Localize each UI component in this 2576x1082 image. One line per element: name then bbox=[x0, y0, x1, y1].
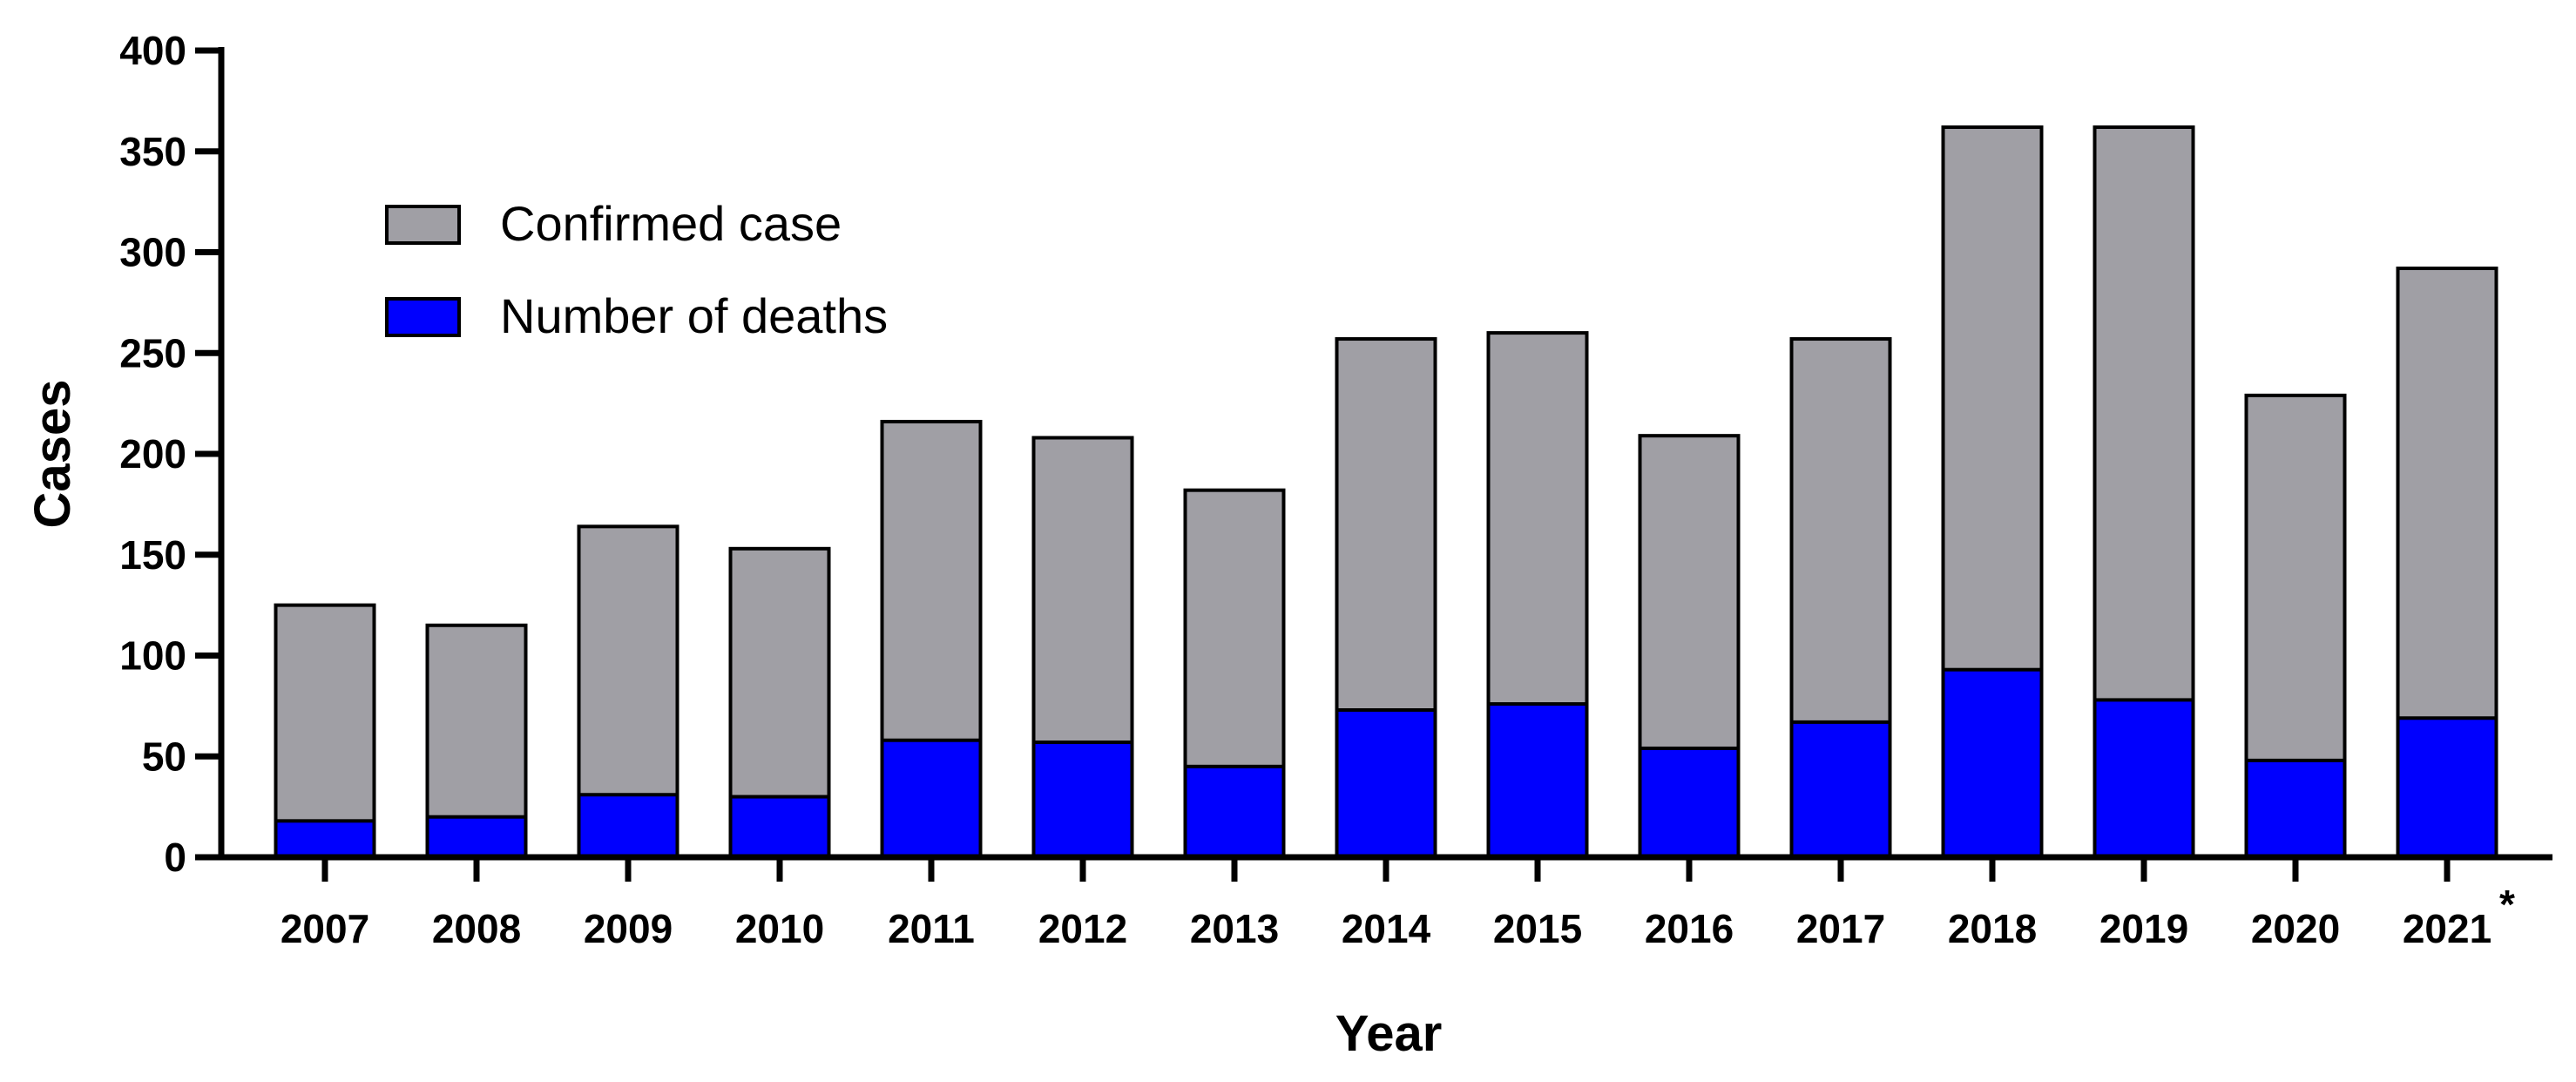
bar-deaths-2013 bbox=[1183, 764, 1286, 860]
bars-layer bbox=[274, 125, 2498, 860]
bar-deaths-2017 bbox=[1789, 720, 1892, 860]
x-tick-label-2011: 2011 bbox=[888, 906, 975, 951]
bar-deaths-2010 bbox=[728, 795, 831, 859]
bar-deaths-2011 bbox=[880, 738, 983, 859]
x-tick-label-2009: 2009 bbox=[584, 906, 673, 951]
x-tick-label-2019: 2019 bbox=[2099, 906, 2188, 951]
x-tick-label-2014: 2014 bbox=[1342, 906, 1431, 951]
x-tick-label-2016: 2016 bbox=[1645, 906, 1734, 951]
bar-confirmed-2007 bbox=[274, 603, 376, 859]
axes-layer: 0 50 100 150 200 250 300 350 400 2007 2008 2009 2010… bbox=[119, 28, 2552, 951]
legend: Confirmed case Number of deaths bbox=[385, 196, 888, 343]
x-axis-title: Year bbox=[1335, 1005, 1443, 1062]
x-tick-label-2012: 2012 bbox=[1038, 906, 1127, 951]
x-tick-label-2007: 2007 bbox=[281, 906, 369, 951]
bar-deaths-2008 bbox=[425, 815, 528, 860]
y-tick-label-100: 100 bbox=[119, 633, 186, 679]
bar-deaths-2020 bbox=[2244, 758, 2347, 860]
bar-deaths-2018 bbox=[1941, 667, 2044, 860]
bar-deaths-2014 bbox=[1335, 708, 1437, 859]
y-tick-label-250: 250 bbox=[119, 330, 186, 375]
x-tick-label-2018: 2018 bbox=[1948, 906, 2037, 951]
y-tick-label-200: 200 bbox=[119, 431, 186, 477]
x-tick-label-2010: 2010 bbox=[735, 906, 824, 951]
y-tick-label-350: 350 bbox=[119, 129, 186, 174]
x-tick-label-2013: 2013 bbox=[1190, 906, 1279, 951]
y-axis-title: Cases bbox=[24, 380, 81, 529]
y-tick-label-400: 400 bbox=[119, 28, 186, 73]
x-tick-label-2015: 2015 bbox=[1493, 906, 1582, 951]
x-tick-label-2021: 2021 bbox=[2403, 906, 2491, 951]
bar-deaths-2015 bbox=[1486, 702, 1589, 859]
x-tick-label-2017: 2017 bbox=[1796, 906, 1885, 951]
legend-label-confirmed: Confirmed case bbox=[500, 196, 842, 251]
bar-deaths-2012 bbox=[1031, 740, 1134, 859]
bar-deaths-2016 bbox=[1638, 746, 1741, 859]
y-tick-label-50: 50 bbox=[142, 734, 186, 779]
y-tick-label-0: 0 bbox=[164, 835, 186, 880]
y-tick-label-150: 150 bbox=[119, 532, 186, 578]
footnote-marker: * bbox=[2499, 882, 2515, 927]
x-tick-label-2020: 2020 bbox=[2251, 906, 2340, 951]
bar-deaths-2009 bbox=[577, 793, 679, 859]
legend-swatch-deaths bbox=[385, 297, 461, 337]
bar-deaths-2007 bbox=[274, 819, 376, 860]
legend-swatch-confirmed bbox=[385, 205, 461, 245]
legend-label-deaths: Number of deaths bbox=[500, 288, 888, 343]
bar-deaths-2021 bbox=[2396, 716, 2498, 860]
y-tick-label-300: 300 bbox=[119, 230, 186, 275]
bar-deaths-2019 bbox=[2093, 698, 2195, 859]
x-tick-label-2008: 2008 bbox=[432, 906, 521, 951]
